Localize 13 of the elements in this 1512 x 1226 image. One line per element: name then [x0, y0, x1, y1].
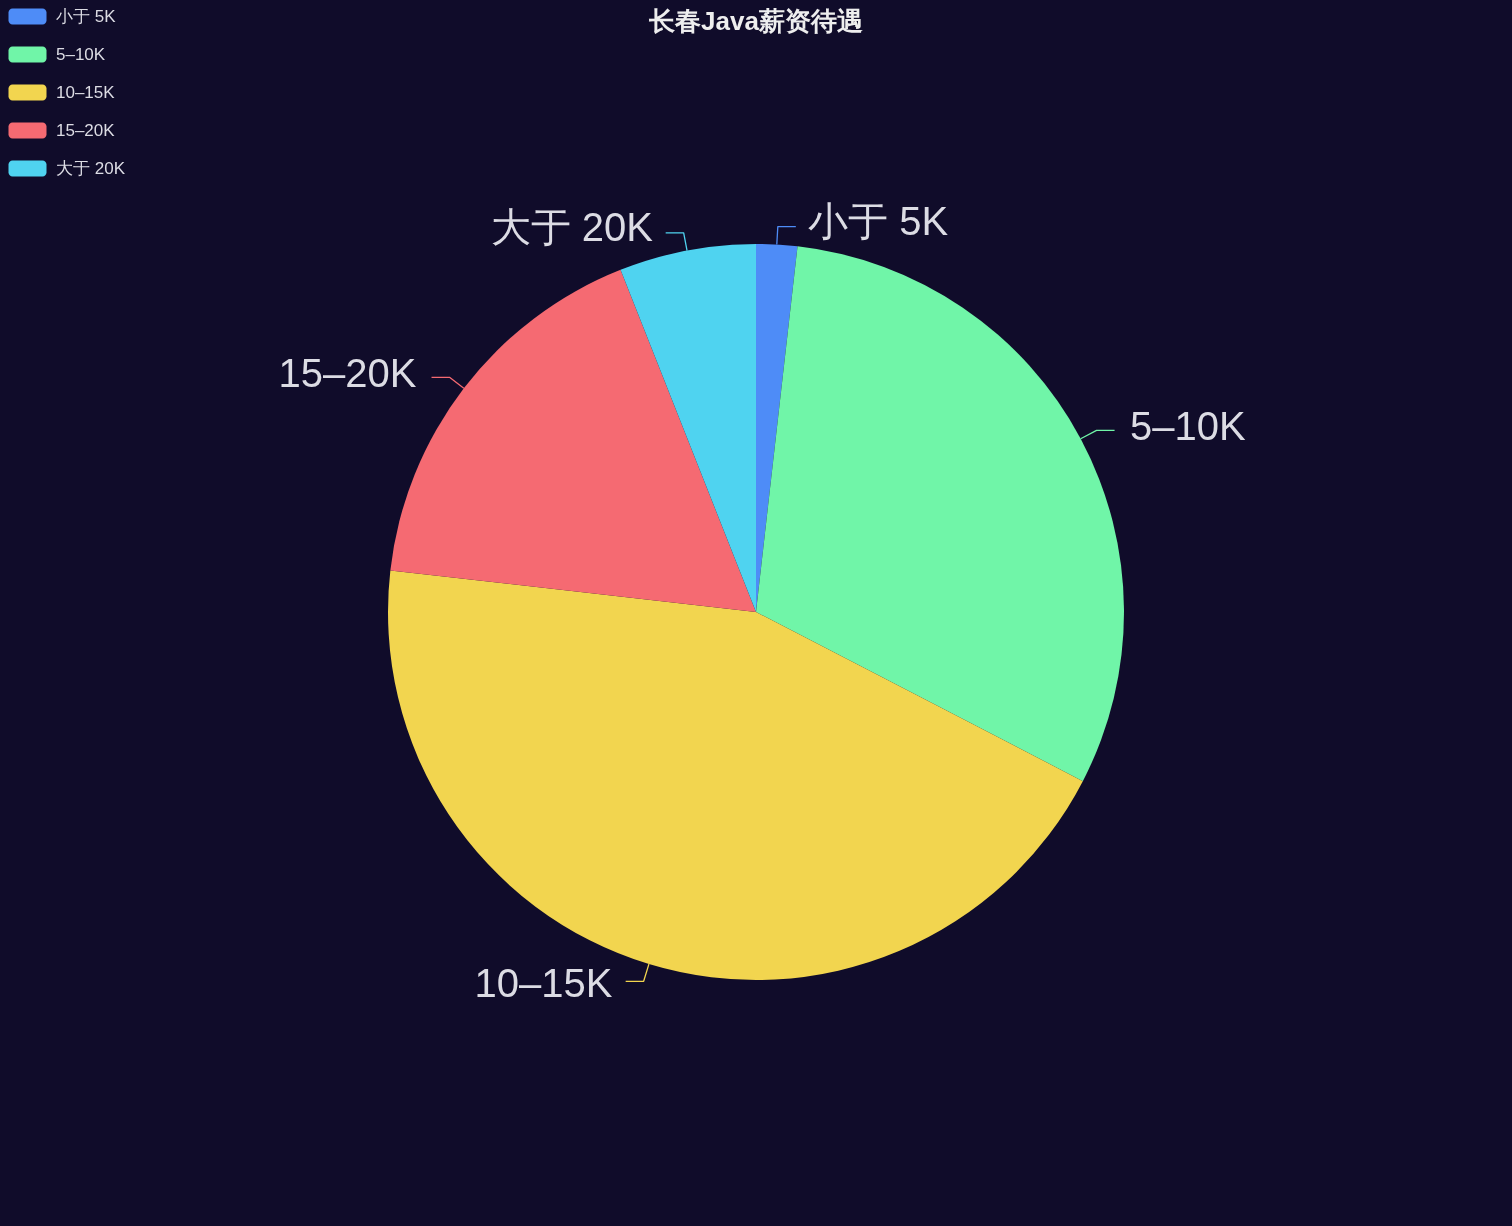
legend-label: 10–15K	[56, 82, 116, 102]
slice-label: 5–10K	[1130, 404, 1247, 449]
pie-slice	[756, 246, 1124, 782]
slice-label: 10–15K	[474, 961, 613, 1006]
chart-title: 长春Java薪资待遇	[648, 6, 863, 36]
slice-label: 15–20K	[278, 350, 417, 395]
pie-slice	[620, 244, 756, 612]
legend-label: 大于 20K	[56, 158, 126, 178]
legend-label: 小于 5K	[56, 6, 117, 26]
legend-label: 5–10K	[56, 44, 106, 64]
slice-label: 小于 5K	[808, 198, 949, 243]
slice-label: 大于 20K	[490, 204, 654, 249]
legend-label: 15–20K	[56, 120, 116, 140]
